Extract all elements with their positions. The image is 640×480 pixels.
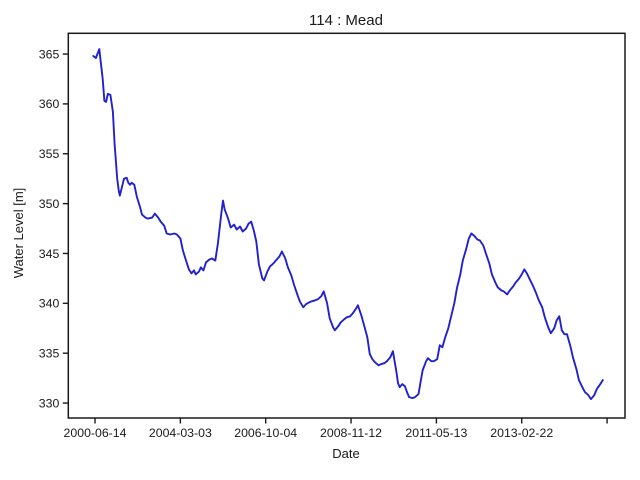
y-tick-label: 330 [39, 396, 60, 410]
y-tick-label: 365 [39, 47, 60, 61]
y-tick-label: 345 [39, 247, 60, 261]
y-tick-label: 360 [39, 97, 60, 111]
water-level-line [92, 48, 604, 401]
chart-title: 114 : Mead [309, 12, 383, 29]
x-axis-label: Date [332, 446, 359, 461]
x-tick-label: 2008-11-12 [320, 426, 382, 440]
y-tick-label: 355 [39, 147, 60, 161]
y-axis-label: Water Level [m] [11, 188, 26, 279]
axes-frame [67, 32, 626, 419]
x-tick-label: 2000-06-14 [64, 426, 127, 440]
x-tick-label: 2013-02-22 [490, 426, 553, 440]
x-tick-label: 2004-03-03 [149, 426, 212, 440]
x-tick-label: 2011-05-13 [405, 426, 467, 440]
x-tick-label: 2006-10-04 [234, 426, 297, 440]
y-tick-label: 335 [39, 346, 60, 360]
y-tick-label: 350 [39, 197, 60, 211]
y-tick-label: 340 [39, 297, 60, 311]
